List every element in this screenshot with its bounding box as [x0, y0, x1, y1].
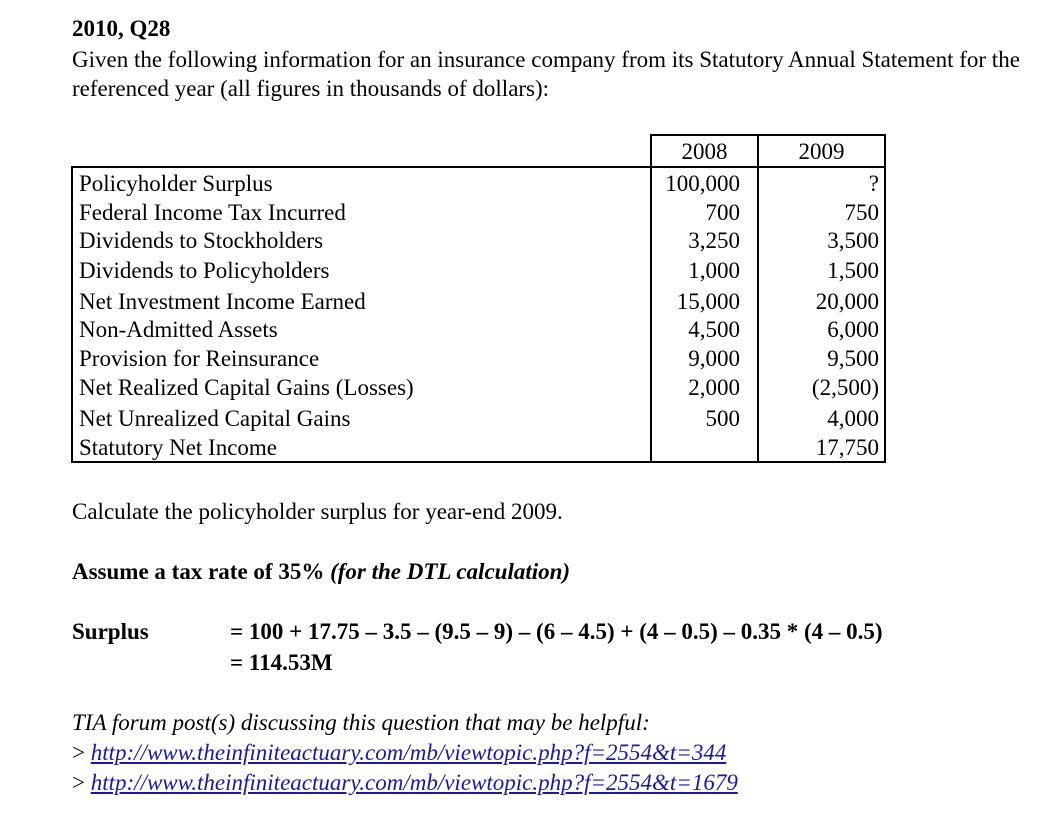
- value-2008: 3,250: [688, 228, 740, 253]
- formula-line-2: = 114.53M: [230, 650, 333, 675]
- table-border-right: [884, 134, 886, 463]
- value-2008: 2,000: [688, 375, 740, 400]
- value-2008: 500: [705, 406, 741, 431]
- link-prefix: >: [72, 770, 85, 795]
- formula-line-1: = 100 + 17.75 – 3.5 – (9.5 – 9) – (6 – 4…: [230, 619, 883, 644]
- assumption-italic: (for the DTL calculation): [330, 559, 571, 584]
- row-label: Policyholder Surplus: [79, 171, 273, 196]
- surplus-label: Surplus: [72, 619, 149, 644]
- forum-text: TIA forum post(s) discussing this questi…: [72, 710, 650, 735]
- forum-link[interactable]: http://www.theinfiniteactuary.com/mb/vie…: [90, 770, 738, 795]
- financial-table: 2008 2009 Policyholder Surplus 100,000 ?…: [71, 134, 886, 463]
- row-label: Provision for Reinsurance: [79, 346, 320, 371]
- value-2008: 15,000: [676, 289, 740, 314]
- table-border-bottom: [71, 461, 886, 463]
- value-2008: 100,000: [665, 171, 740, 196]
- value-2009: 17,750: [815, 435, 879, 460]
- tax-assumption: Assume a tax rate of 35% (for the DTL ca…: [72, 557, 570, 586]
- link-prefix: >: [72, 740, 85, 765]
- row-label: Net Investment Income Earned: [79, 289, 366, 314]
- row-label: Statutory Net Income: [79, 435, 278, 460]
- row-label: Net Realized Capital Gains (Losses): [79, 375, 414, 400]
- row-label: Dividends to Stockholders: [79, 228, 324, 253]
- value-2008: 1,000: [688, 258, 740, 283]
- row-label: Federal Income Tax Incurred: [79, 200, 346, 225]
- value-2009: 6,000: [827, 317, 879, 342]
- row-label: Net Unrealized Capital Gains: [79, 406, 351, 431]
- value-2008: 700: [705, 200, 741, 225]
- table-divider-years: [757, 134, 759, 463]
- table-border-left: [71, 166, 73, 463]
- assumption-bold: Assume a tax rate of 35%: [72, 559, 325, 584]
- calc-prompt: Calculate the policyholder surplus for y…: [72, 499, 563, 524]
- forum-link-row: > http://www.theinfiniteactuary.com/mb/v…: [72, 738, 726, 767]
- forum-link-row: > http://www.theinfiniteactuary.com/mb/v…: [72, 768, 738, 797]
- question-title: 2010, Q28: [72, 16, 171, 41]
- value-2009: 3,500: [827, 228, 879, 253]
- table-divider-label: [650, 134, 652, 463]
- intro-text: Given the following information for an i…: [72, 47, 1020, 101]
- value-2009: 750: [844, 200, 880, 225]
- table-border-top-main: [71, 166, 886, 168]
- value-2009: 4,000: [827, 406, 879, 431]
- row-label: Non-Admitted Assets: [79, 317, 278, 342]
- value-2008: 4,500: [688, 317, 740, 342]
- column-header-2009: 2009: [798, 139, 845, 164]
- value-2009: ?: [868, 171, 879, 196]
- value-2009: 9,500: [827, 346, 879, 371]
- value-2009: 20,000: [815, 289, 879, 314]
- forum-link[interactable]: http://www.theinfiniteactuary.com/mb/vie…: [90, 740, 727, 765]
- value-2009: (2,500): [811, 375, 879, 400]
- value-2008: 9,000: [688, 346, 740, 371]
- table-border-top-header: [650, 134, 886, 136]
- column-header-2008: 2008: [681, 139, 728, 164]
- row-label: Dividends to Policyholders: [79, 258, 330, 283]
- value-2009: 1,500: [827, 258, 879, 283]
